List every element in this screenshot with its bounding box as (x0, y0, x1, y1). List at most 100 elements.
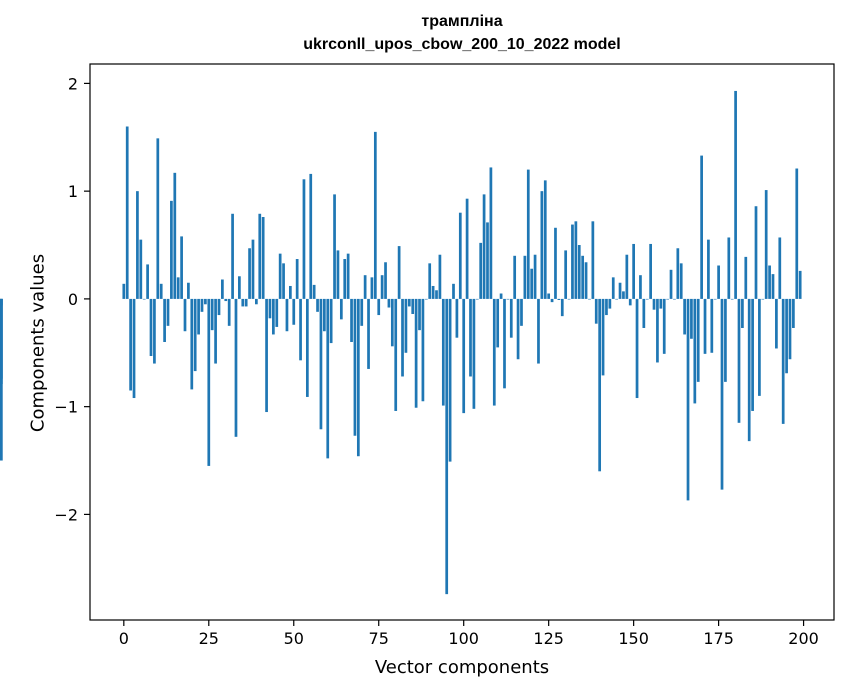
bar (751, 298, 754, 411)
bar (207, 298, 211, 466)
bar (373, 131, 377, 299)
bar (339, 298, 343, 320)
bar (499, 293, 503, 299)
bar (506, 298, 510, 300)
x-tick-label: 150 (618, 629, 649, 648)
x-tick-label: 0 (119, 629, 129, 648)
bar (272, 298, 275, 335)
bar (136, 191, 139, 299)
x-tick-label: 200 (788, 629, 819, 648)
bar (496, 298, 500, 348)
bar (204, 298, 207, 305)
bar (577, 245, 581, 299)
bar (628, 298, 632, 306)
bar (129, 298, 132, 391)
bar (679, 263, 683, 299)
bar (533, 254, 537, 299)
bar (407, 298, 411, 307)
bar (445, 298, 449, 595)
bar (125, 126, 129, 299)
bar (652, 298, 656, 310)
bar (231, 213, 234, 299)
bar (183, 298, 187, 332)
bar (380, 275, 384, 299)
y-axis-label: Components values (27, 253, 49, 433)
bar (265, 298, 268, 413)
bar (792, 298, 795, 328)
bar (557, 298, 561, 300)
bar (221, 279, 224, 299)
bar (703, 298, 707, 354)
bar (778, 237, 782, 299)
bar (428, 263, 432, 299)
bar (550, 298, 554, 303)
bar (785, 298, 788, 374)
bar (649, 243, 652, 299)
bar (622, 291, 625, 299)
bar (581, 255, 585, 299)
bar (744, 256, 748, 299)
bar (248, 248, 251, 299)
plot-frame (89, 63, 835, 621)
bar (122, 283, 126, 299)
bar (594, 298, 598, 324)
bar (642, 298, 646, 328)
bar (421, 298, 425, 402)
bar (598, 298, 602, 472)
bar (241, 298, 245, 307)
bar (554, 227, 557, 299)
bar (492, 298, 496, 406)
bar (788, 298, 792, 360)
bar (798, 270, 802, 299)
bar (472, 298, 476, 409)
bar (397, 246, 401, 299)
bar (734, 90, 737, 299)
bar (251, 239, 255, 299)
bar (503, 298, 506, 389)
bar (356, 298, 360, 457)
bar (302, 179, 306, 299)
bar (346, 253, 350, 299)
bar (676, 248, 680, 299)
bar (564, 250, 568, 299)
bar (458, 212, 462, 299)
bar (363, 275, 367, 299)
bar (635, 298, 639, 399)
bar (730, 298, 734, 300)
bar (435, 290, 438, 299)
bar (394, 298, 398, 411)
bar (758, 298, 761, 396)
bar (146, 264, 149, 299)
bar (720, 298, 724, 490)
bar (166, 298, 170, 326)
bar (438, 254, 442, 299)
bar (669, 269, 673, 299)
bar (238, 276, 241, 299)
bar (574, 221, 578, 299)
bar (462, 298, 466, 414)
bar (190, 298, 194, 390)
bar (163, 298, 166, 342)
bar (244, 298, 248, 307)
bar (170, 200, 173, 299)
bar (489, 167, 493, 299)
bar (336, 250, 340, 299)
bar (418, 298, 421, 331)
bar (737, 298, 741, 423)
bar (210, 298, 214, 331)
bar (632, 243, 635, 299)
bar (625, 254, 629, 299)
bar (370, 277, 374, 299)
bar (360, 298, 364, 326)
bar (173, 172, 177, 299)
bar (645, 298, 649, 300)
x-axis-label: Vector components (374, 657, 550, 678)
bar (707, 239, 710, 299)
y-tick-label: 2 (68, 74, 78, 93)
x-tick-label: 125 (533, 629, 564, 648)
bar (401, 298, 404, 377)
bar (479, 242, 483, 299)
bar (693, 298, 697, 404)
bar (540, 191, 544, 299)
bar (214, 298, 217, 364)
